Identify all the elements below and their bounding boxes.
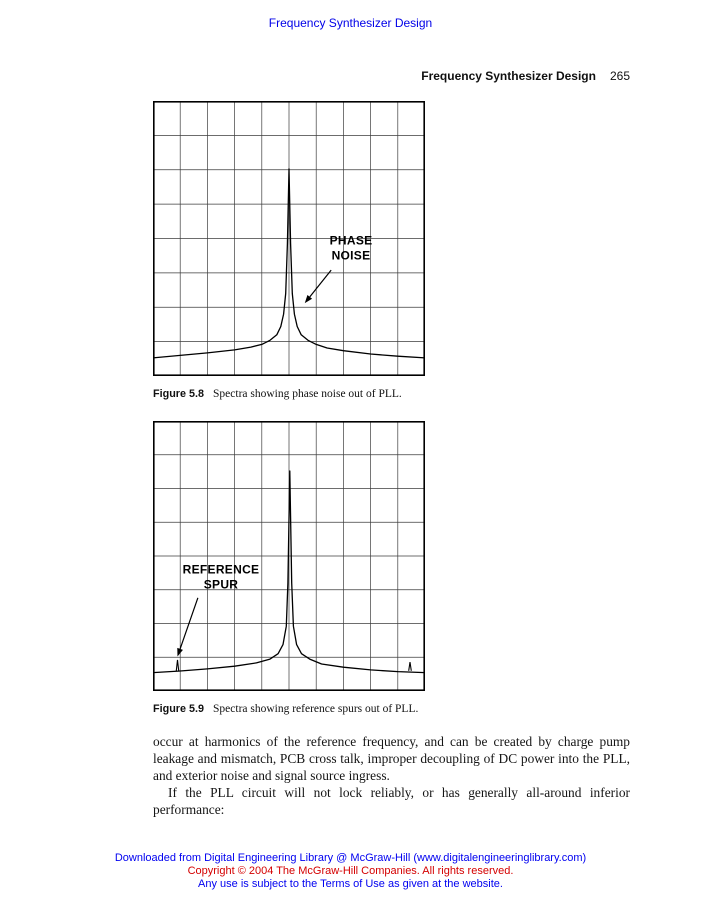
figure-5-8-caption: Figure 5.8 Spectra showing phase noise ou… <box>153 388 613 400</box>
figure-5-8: PHASE NOISE <box>153 101 425 376</box>
svg-text:NOISE: NOISE <box>332 249 371 263</box>
figure-5-9-caption: Figure 5.9 Spectra showing reference spur… <box>153 703 613 715</box>
footer-terms-line[interactable]: Any use is subject to the Terms of Use a… <box>198 878 503 890</box>
footer-download-line[interactable]: Downloaded from Digital Engineering Libr… <box>114 852 587 864</box>
running-head: Frequency Synthesizer Design 265 <box>421 69 630 83</box>
body-paragraph-1: occur at harmonics of the reference freq… <box>153 734 630 783</box>
body-text: occur at harmonics of the reference freq… <box>153 733 630 818</box>
footer-copyright-line: Copyright © 2004 The McGraw-Hill Compani… <box>187 865 514 877</box>
figure-5-9-caption-label: Figure 5.9 <box>153 703 205 715</box>
top-link[interactable]: Frequency Synthesizer Design <box>268 16 433 30</box>
figure-5-8-caption-label: Figure 5.8 <box>153 388 205 400</box>
footer: Downloaded from Digital Engineering Libr… <box>0 852 701 891</box>
page-number: 265 <box>609 69 630 83</box>
figure-5-9: REFERENCE SPUR <box>153 421 425 691</box>
svg-text:REFERENCE: REFERENCE <box>183 563 260 577</box>
running-head-title: Frequency Synthesizer Design <box>421 69 596 83</box>
svg-text:PHASE: PHASE <box>330 234 373 248</box>
figure-5-9-caption-text: Spectra showing reference spurs out of P… <box>213 703 419 715</box>
svg-text:SPUR: SPUR <box>204 578 239 592</box>
figure-5-8-caption-text: Spectra showing phase noise out of PLL. <box>213 388 402 400</box>
body-paragraph-2: If the PLL circuit will not lock reliabl… <box>153 785 630 817</box>
